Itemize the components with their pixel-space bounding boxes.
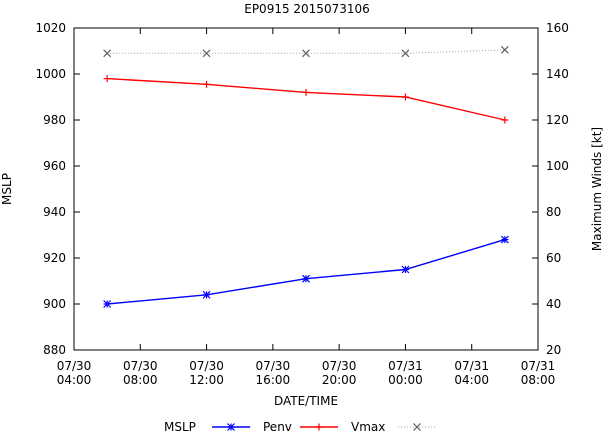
x-axis-label: DATE/TIME	[274, 394, 338, 408]
plot-frame	[73, 27, 539, 351]
x-tick-label: 07/30 16:00	[256, 359, 291, 387]
legend: MSLP Penv Vmax	[164, 420, 436, 432]
y-left-tick-label: 880	[43, 343, 66, 357]
vmax-point	[401, 49, 410, 58]
y-right-tick-label: 120	[546, 113, 569, 127]
y-left-tick-label: 1000	[35, 67, 66, 81]
y-right-tick-label: 140	[546, 67, 569, 81]
y-left-tick-label: 920	[43, 251, 66, 265]
y-left-tick-label: 1020	[35, 21, 66, 35]
x-tick-label: 07/31 00:00	[388, 359, 423, 387]
y-axis-right-label: Maximum Winds [kt]	[590, 127, 604, 251]
x-tick-label: 07/30 20:00	[322, 359, 357, 387]
mslp-point	[202, 290, 211, 299]
legend-label-mslp: MSLP	[164, 420, 196, 432]
penv-series-line	[107, 77, 506, 121]
y-right-tick-label: 100	[546, 159, 569, 173]
chart-title: EP0915 2015073106	[244, 2, 370, 16]
x-tick-label: 07/31 08:00	[521, 359, 556, 387]
y-axis-left: 880 900 920 940 960 980 1000 1020	[35, 21, 80, 357]
penv-point	[103, 75, 111, 83]
y-left-tick-label: 900	[43, 297, 66, 311]
mslp-point	[103, 300, 112, 308]
x-tick-label: 07/30 04:00	[57, 359, 92, 387]
vmax-point	[202, 49, 211, 58]
x-tick-label: 07/30 12:00	[189, 359, 224, 387]
x-tick-label: 07/31 04:00	[454, 359, 489, 387]
series-layer	[103, 45, 509, 308]
y-right-tick-label: 40	[546, 297, 561, 311]
penv-point	[501, 116, 509, 124]
vmax-point	[103, 49, 112, 58]
mslp-series-line	[107, 238, 506, 305]
legend-marker-vmax	[413, 423, 421, 431]
mslp-point	[302, 274, 310, 283]
mslp-point	[401, 265, 410, 274]
legend-marker-penv	[315, 423, 323, 431]
penv-point	[203, 80, 211, 88]
y-axis-left-label: MSLP	[0, 173, 14, 205]
x-axis: 07/30 04:00 07/30 08:00 07/30 12:00 07/30 16:00…	[57, 28, 556, 387]
y-axis-right: 20 40 60 80 100 120 140 160	[532, 21, 569, 357]
y-right-tick-label: 80	[546, 205, 561, 219]
penv-point	[401, 93, 409, 101]
penv-point	[302, 88, 310, 96]
legend-label-penv: Penv	[263, 420, 292, 432]
vmax-point	[500, 45, 509, 54]
vmax-point	[302, 49, 310, 58]
y-left-tick-label: 960	[43, 159, 66, 173]
mslp-point	[500, 235, 509, 244]
y-right-tick-label: 20	[546, 343, 561, 357]
y-left-tick-label: 940	[43, 205, 66, 219]
y-right-tick-label: 160	[546, 21, 569, 35]
y-left-tick-label: 980	[43, 113, 66, 127]
legend-marker-mslp	[227, 423, 235, 431]
legend-label-vmax: Vmax	[351, 420, 385, 432]
x-tick-label: 07/30 08:00	[123, 359, 158, 387]
y-right-tick-label: 60	[546, 251, 561, 265]
